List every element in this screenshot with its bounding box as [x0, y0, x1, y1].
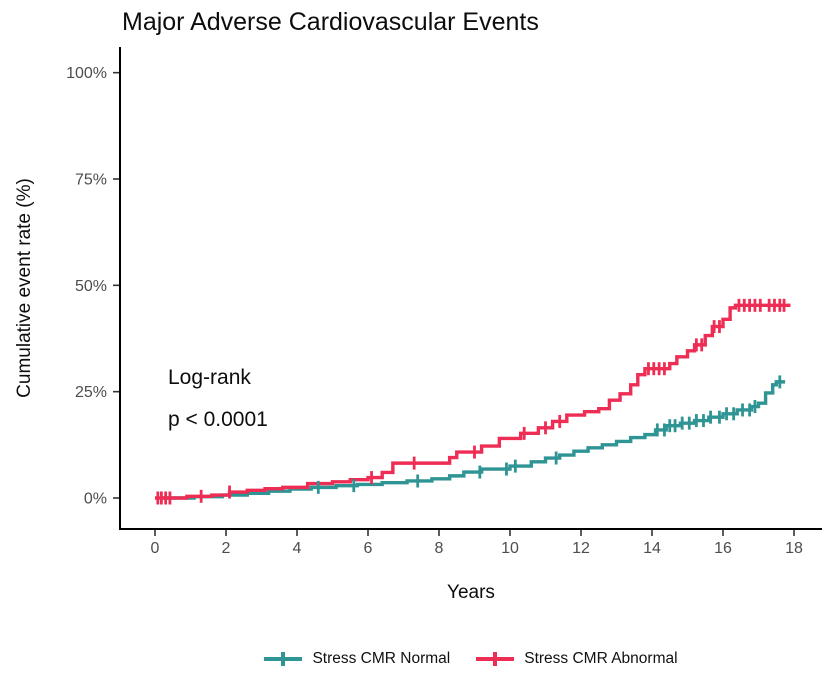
x-tick-label: 0: [151, 540, 160, 557]
x-axis-title: Years: [447, 582, 495, 603]
y-tick-label: 0%: [84, 491, 107, 508]
y-tick-label: 100%: [66, 65, 107, 82]
legend-label-abnormal: Stress CMR Abnormal: [524, 650, 678, 667]
y-tick-label: 50%: [75, 278, 107, 295]
series-line-stress-cmr-abnormal: [155, 303, 791, 500]
x-tick-label: 18: [785, 540, 803, 557]
x-tick-label: 4: [293, 540, 302, 557]
censor-marks-stress-cmr-normal: [316, 375, 782, 494]
y-tick-label: 25%: [75, 384, 107, 401]
x-tick-label: 8: [435, 540, 444, 557]
logrank-annotation-line1: Log-rank: [168, 366, 251, 389]
x-tick-label: 2: [222, 540, 231, 557]
legend-key-normal-censor-icon: [264, 651, 303, 667]
legend-item-normal: Stress CMR Normal: [264, 650, 450, 668]
censor-marks-stress-cmr-abnormal: [156, 298, 786, 505]
legend-key-abnormal-censor-icon: [476, 651, 515, 667]
x-tick-label: 6: [364, 540, 373, 557]
x-tick-label: 10: [501, 540, 519, 557]
y-axis-title: Cumulative event rate (%): [14, 178, 35, 398]
chart-title: Major Adverse Cardiovascular Events: [122, 8, 539, 36]
y-tick-label: 75%: [75, 172, 107, 189]
legend-item-abnormal: Stress CMR Abnormal: [476, 650, 678, 668]
x-tick-label: 14: [643, 540, 661, 557]
axes-layer: 0 2 4 6 8 10 12 14 16 18 0% 25% 50% 75% 100%: [66, 47, 822, 557]
logrank-annotation-line2: p < 0.0001: [168, 408, 268, 431]
x-tick-label: 16: [714, 540, 732, 557]
series-line-stress-cmr-normal: [162, 380, 786, 500]
legend-label-normal: Stress CMR Normal: [312, 650, 451, 667]
series-layer: [155, 298, 791, 505]
x-tick-label: 12: [572, 540, 590, 557]
legend: Stress CMR Normal Stress CMR Abnormal: [120, 643, 822, 675]
